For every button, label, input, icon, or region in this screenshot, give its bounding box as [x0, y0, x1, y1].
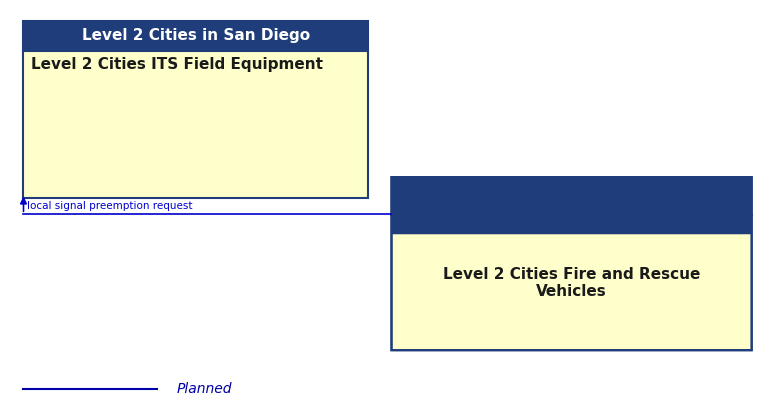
Bar	[23, 21, 368, 51]
Text: Level 2 Cities ITS Field Equipment: Level 2 Cities ITS Field Equipment	[31, 57, 323, 72]
FancyBboxPatch shape	[392, 177, 752, 350]
Text: Level 2 Cities in San Diego: Level 2 Cities in San Diego	[81, 28, 310, 43]
Bar	[23, 21, 368, 198]
Text: Level 2 Cities Fire and Rescue
Vehicles: Level 2 Cities Fire and Rescue Vehicles	[443, 267, 700, 299]
Text: local signal preemption request: local signal preemption request	[27, 201, 193, 211]
Text: Planned: Planned	[176, 382, 232, 396]
Bar	[392, 208, 752, 234]
FancyBboxPatch shape	[392, 177, 752, 234]
